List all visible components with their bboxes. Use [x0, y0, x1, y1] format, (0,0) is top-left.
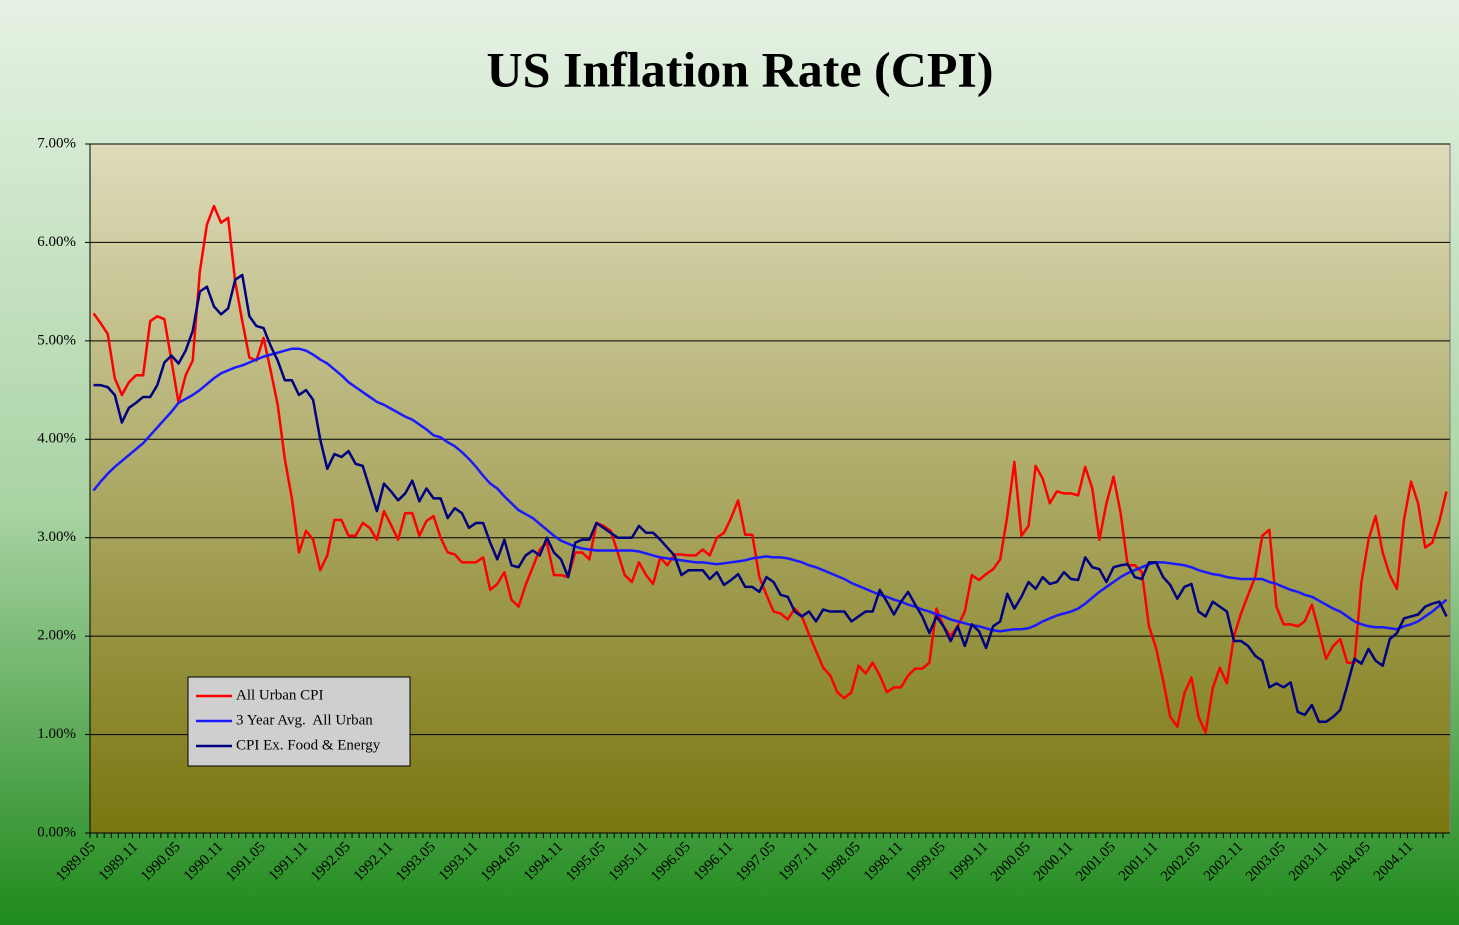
- y-tick-label: 3.00%: [37, 529, 76, 545]
- series-line: [92, 347, 1448, 633]
- y-tick-label: 1.00%: [37, 726, 76, 742]
- series-line: [92, 204, 1448, 734]
- series-line: [93, 273, 1448, 724]
- y-tick-label: 0.00%: [37, 824, 76, 840]
- legend: All Urban CPI 3 Year Avg. All Urban CPI Ex…: [187, 676, 411, 767]
- y-tick-label: 4.00%: [37, 431, 76, 447]
- y-tick-label: 6.00%: [37, 234, 76, 250]
- legend-label: 3 Year Avg. All Urban: [236, 712, 373, 728]
- y-tick-label: 7.00%: [37, 135, 76, 151]
- legend-label: All Urban CPI: [236, 687, 324, 703]
- y-tick-label: 5.00%: [37, 332, 76, 348]
- legend-label: CPI Ex. Food & Energy: [236, 737, 381, 753]
- y-tick-label: 2.00%: [37, 628, 76, 644]
- chart-title: US Inflation Rate (CPI): [487, 41, 994, 97]
